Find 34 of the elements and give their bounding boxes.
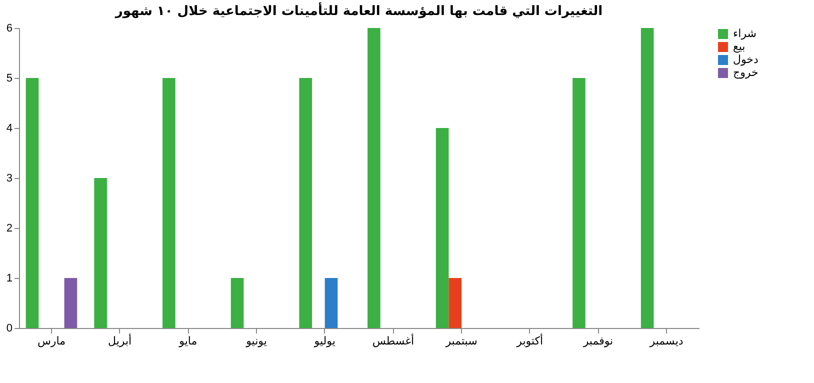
bar [299,78,312,328]
bar [94,178,107,328]
bar [572,78,586,328]
x-tick-label: مايو [178,334,198,348]
bar [368,28,380,328]
y-tick-label: 2 [6,222,12,234]
y-tick-label: 4 [6,122,12,134]
bar [640,28,654,328]
x-tick-label: أبريل [108,334,132,348]
legend-label: خروج [733,66,758,79]
bar [324,278,338,328]
bar [230,278,244,328]
y-tick-label: 6 [6,22,12,34]
x-tick-label: نوفمبر [582,334,614,348]
legend-label: بيع [733,40,746,53]
legend-label: شراء [733,27,757,40]
y-tick-label: 1 [6,272,12,284]
y-tick-label: 3 [6,172,12,184]
x-tick-label: ديسمبر [648,334,684,348]
x-tick-label: مارس [37,334,66,348]
bar [162,78,176,328]
x-tick-label: أغسطس [372,334,414,348]
chart-title: التغييرات التي قامت بها المؤسسة العامة للتأمينات الاجتماعية خلال ١٠ شهور [114,2,603,19]
legend-label: دخول [733,53,758,66]
bar [64,278,78,328]
x-tick-label: سبتمبر [444,334,478,348]
y-tick-label: 5 [6,72,12,84]
bar [448,278,462,328]
y-tick-label: 0 [6,322,12,334]
x-tick-label: أكتوبر [516,334,544,348]
bar [26,78,39,328]
bar [436,128,449,328]
x-tick-label: يوليو [313,334,336,348]
x-tick-label: يونيو [245,334,267,348]
